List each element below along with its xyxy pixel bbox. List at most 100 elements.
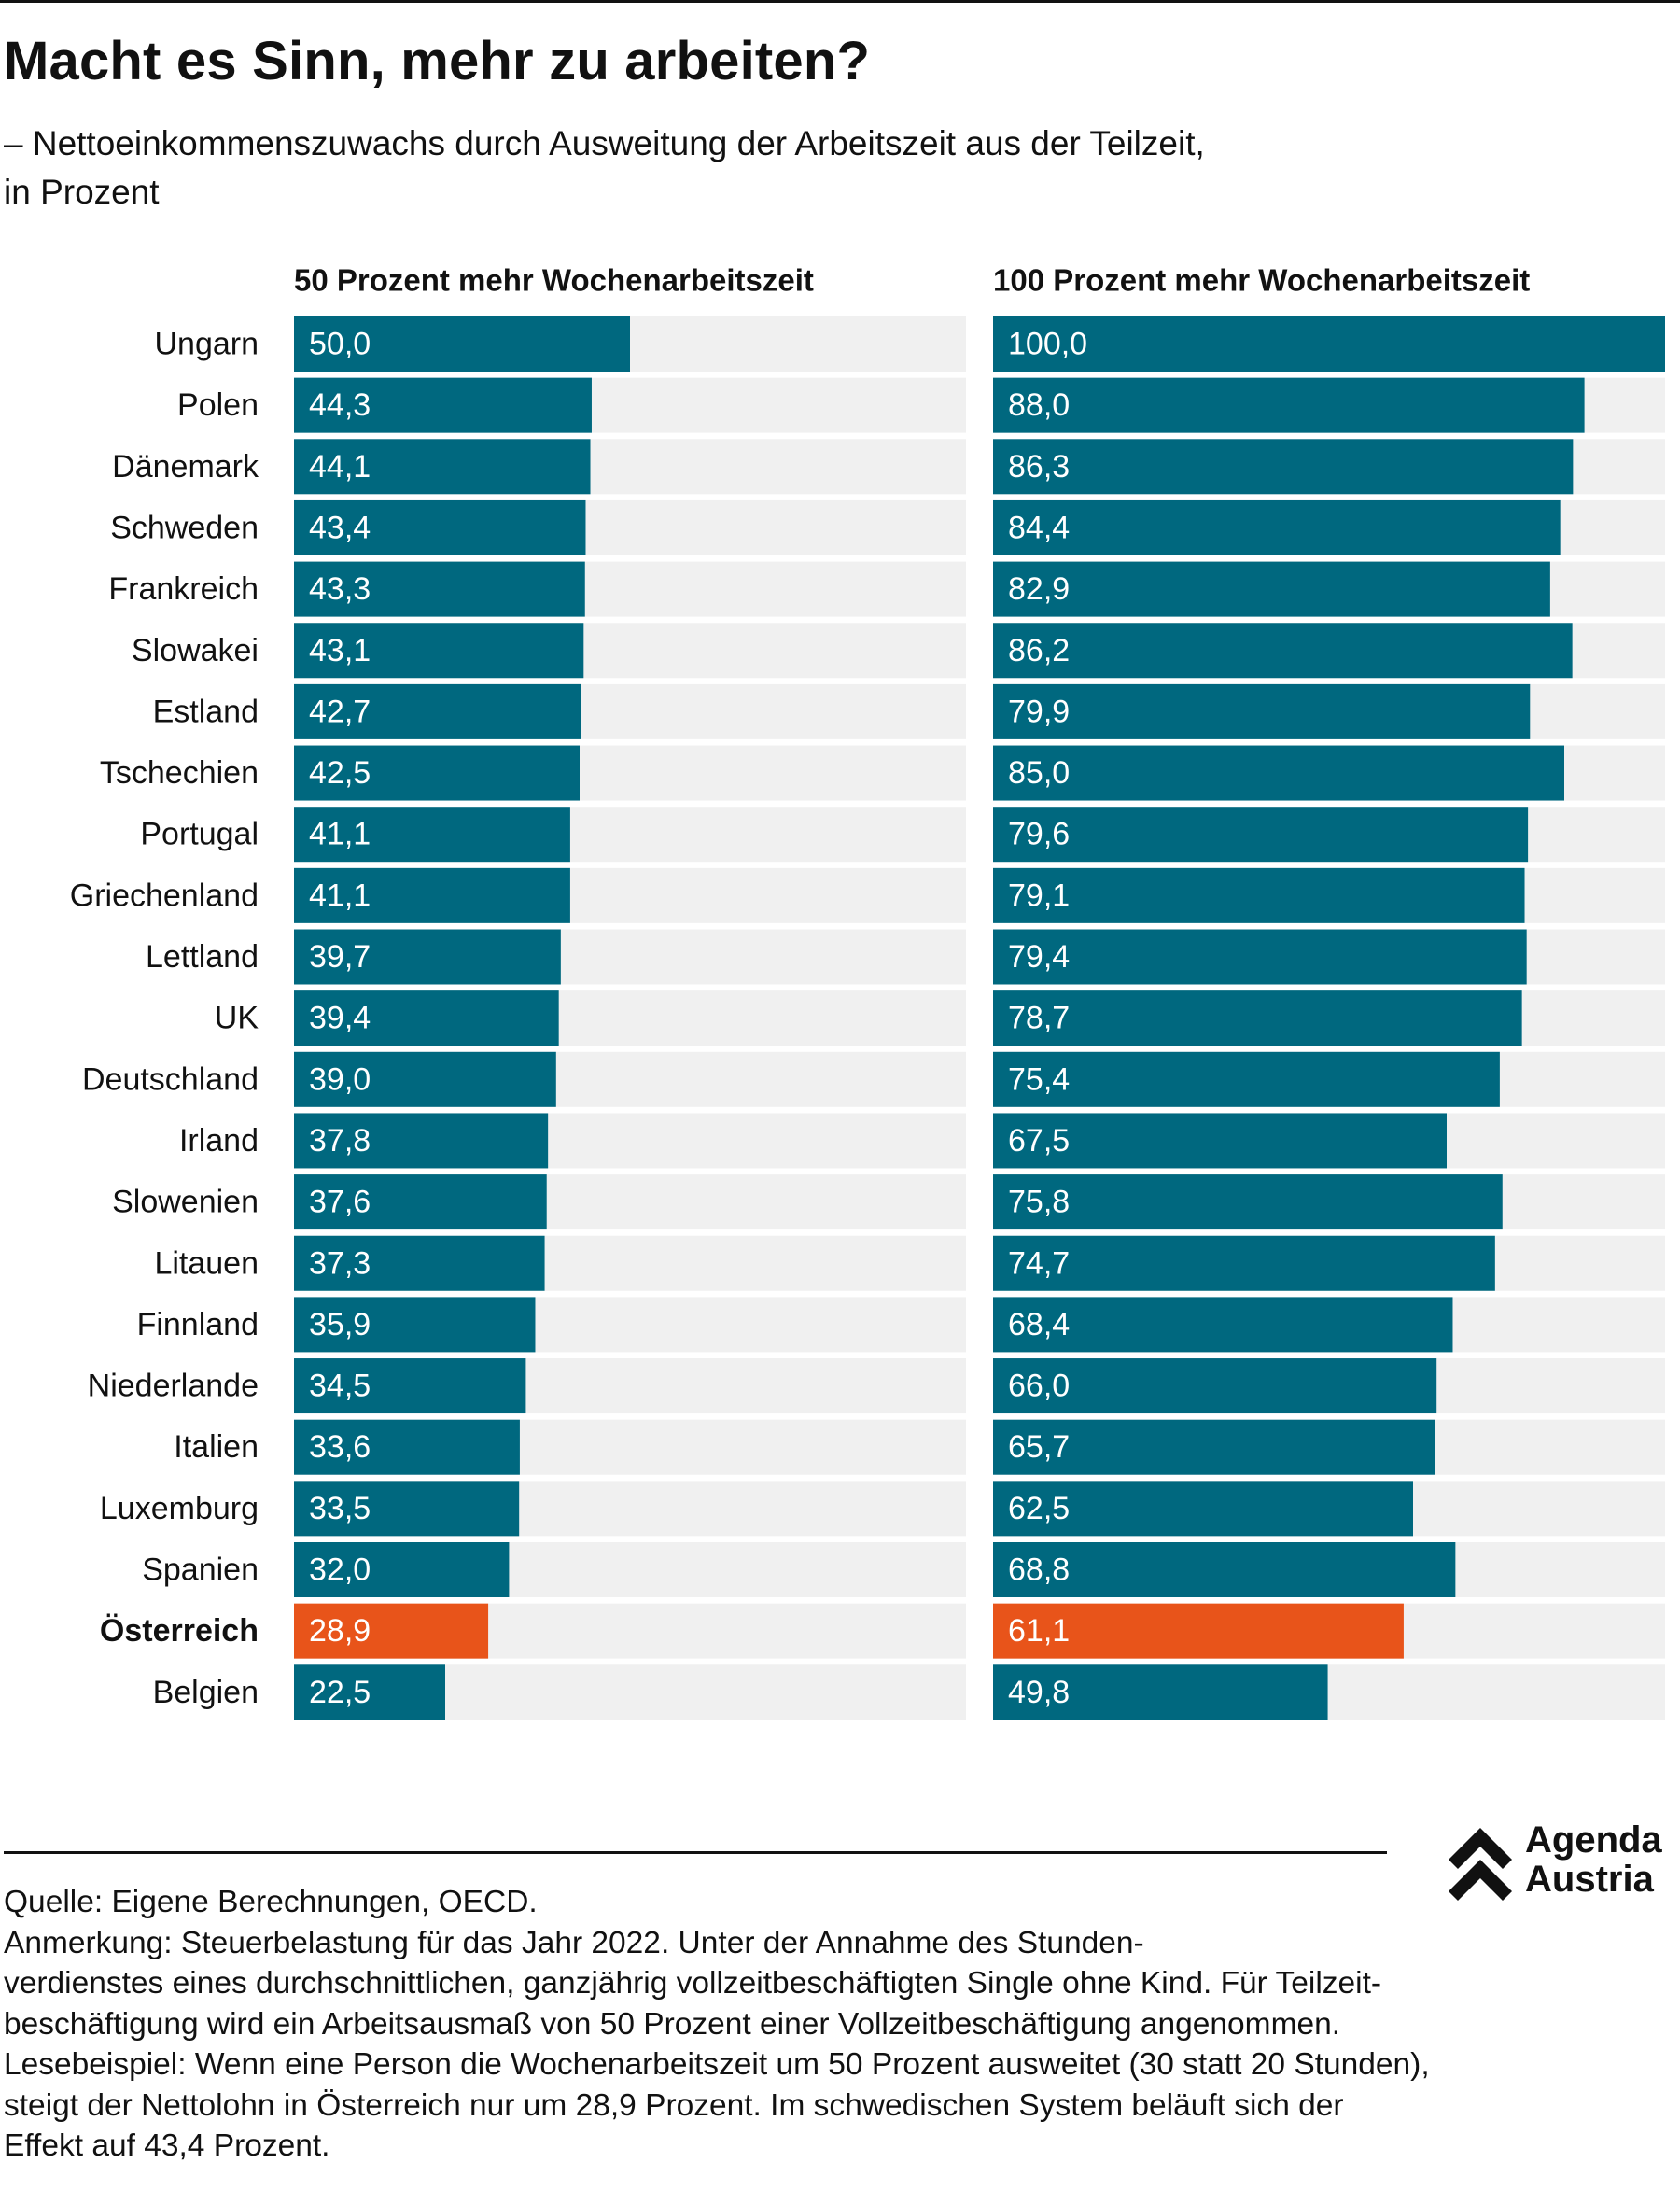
bar-chart: Ungarn Polen Dänemark Schweden Frankreich Slo… xyxy=(70,263,1665,1720)
bar xyxy=(294,1542,510,1597)
data-label: 86,2 xyxy=(1008,633,1070,668)
category-label: Italien xyxy=(174,1429,259,1465)
bar xyxy=(294,990,559,1046)
bar xyxy=(294,867,570,923)
logo-line-1: Agenda xyxy=(1525,1819,1662,1861)
bar xyxy=(294,683,581,739)
data-label: 79,9 xyxy=(1008,694,1070,729)
category-label: Schweden xyxy=(110,510,259,545)
category-label: Lettland xyxy=(146,939,259,975)
bar xyxy=(294,1358,526,1414)
bar xyxy=(993,1603,1404,1659)
data-label: 39,4 xyxy=(309,1001,371,1036)
data-label: 43,4 xyxy=(309,510,371,545)
data-label: 74,7 xyxy=(1008,1245,1070,1281)
bar xyxy=(294,1051,556,1107)
bar xyxy=(993,929,1527,985)
data-label: 67,5 xyxy=(1008,1123,1070,1159)
data-label: 86,3 xyxy=(1008,449,1070,485)
footnote-source: Quelle: Eigene Berechnungen, OECD. xyxy=(4,1885,538,1919)
category-label: Österreich xyxy=(100,1613,259,1649)
data-label: 44,3 xyxy=(309,387,371,423)
data-label: 43,1 xyxy=(309,633,371,668)
category-label: Ungarn xyxy=(154,327,259,362)
bar xyxy=(993,1235,1495,1291)
bar xyxy=(993,623,1573,679)
bar xyxy=(294,1174,547,1230)
data-label: 39,0 xyxy=(309,1061,371,1097)
category-label: Luxemburg xyxy=(100,1491,259,1526)
data-label: 75,8 xyxy=(1008,1185,1070,1220)
data-label: 34,5 xyxy=(309,1369,371,1404)
chart-area: Ungarn Polen Dänemark Schweden Frankreich Slo… xyxy=(0,243,1680,1736)
data-label: 43,3 xyxy=(309,571,371,607)
bar xyxy=(993,1113,1447,1169)
footnote-line: Anmerkung: Steuerbelastung für das Jahr … xyxy=(4,1925,1144,1960)
subtitle-line-1: – Nettoeinkommenszuwachs durch Ausweitun… xyxy=(4,124,1205,162)
data-label: 79,4 xyxy=(1008,939,1070,975)
data-label: 49,8 xyxy=(1008,1675,1070,1710)
bar xyxy=(294,377,592,433)
bar xyxy=(294,1603,489,1659)
bar xyxy=(993,1419,1435,1475)
category-label: Dänemark xyxy=(112,449,259,485)
bar xyxy=(993,1481,1413,1537)
data-label: 32,0 xyxy=(309,1552,371,1588)
data-label: 41,1 xyxy=(309,817,371,852)
category-label: Frankreich xyxy=(108,571,259,607)
bar xyxy=(993,1174,1503,1230)
footnote-line: beschäftigung wird ein Arbeitsausmaß von… xyxy=(4,2006,1341,2042)
bar xyxy=(294,1481,520,1537)
bar xyxy=(993,1051,1500,1107)
chart-title: Macht es Sinn, mehr zu arbeiten? xyxy=(4,31,871,91)
data-label: 39,7 xyxy=(309,939,371,975)
data-label: 44,1 xyxy=(309,449,371,485)
bar xyxy=(993,1297,1453,1353)
double-chevron-up-icon xyxy=(1449,1828,1512,1901)
bar xyxy=(294,929,561,985)
bar xyxy=(294,316,630,372)
category-label: Estland xyxy=(153,694,259,729)
bar xyxy=(294,1297,536,1353)
bar xyxy=(993,377,1585,433)
bar xyxy=(294,499,586,555)
category-label: Niederlande xyxy=(88,1369,259,1404)
footnote-line: Effekt auf 43,4 Prozent. xyxy=(4,2128,330,2163)
data-label: 50,0 xyxy=(309,327,371,362)
data-label: 78,7 xyxy=(1008,1001,1070,1036)
data-label: 66,0 xyxy=(1008,1369,1070,1404)
bar xyxy=(294,439,591,495)
bar xyxy=(294,807,570,863)
data-label: 82,9 xyxy=(1008,571,1070,607)
bar xyxy=(993,1358,1437,1414)
category-label: Deutschland xyxy=(82,1061,259,1097)
data-label: 68,8 xyxy=(1008,1552,1070,1588)
bar xyxy=(993,1542,1456,1597)
data-label: 100,0 xyxy=(1008,327,1087,362)
bar xyxy=(993,745,1564,801)
bar xyxy=(294,623,584,679)
data-label: 33,6 xyxy=(309,1429,371,1465)
bar xyxy=(294,1419,520,1475)
logo-wordmark: Agenda Austria xyxy=(1525,1820,1662,1899)
agenda-austria-logo: Agenda Austria xyxy=(1445,1820,1680,1904)
bar xyxy=(993,499,1561,555)
category-label: Griechenland xyxy=(70,878,259,913)
bar xyxy=(993,807,1529,863)
logo-line-2: Austria xyxy=(1525,1859,1654,1900)
bar xyxy=(294,745,580,801)
bar xyxy=(294,1664,445,1720)
footnote-line: verdienstes eines durchschnittlichen, ga… xyxy=(4,1966,1382,2001)
data-label: 65,7 xyxy=(1008,1429,1070,1465)
bar xyxy=(993,439,1574,495)
data-label: 79,1 xyxy=(1008,878,1070,913)
data-label: 28,9 xyxy=(309,1613,371,1649)
bar xyxy=(294,1235,545,1291)
category-label: Slowenien xyxy=(112,1185,259,1220)
category-label: Portugal xyxy=(140,817,259,852)
data-label: 35,9 xyxy=(309,1307,371,1342)
category-label: Polen xyxy=(177,387,259,423)
data-label: 22,5 xyxy=(309,1675,371,1710)
data-label: 33,5 xyxy=(309,1491,371,1526)
data-label: 62,5 xyxy=(1008,1491,1070,1526)
